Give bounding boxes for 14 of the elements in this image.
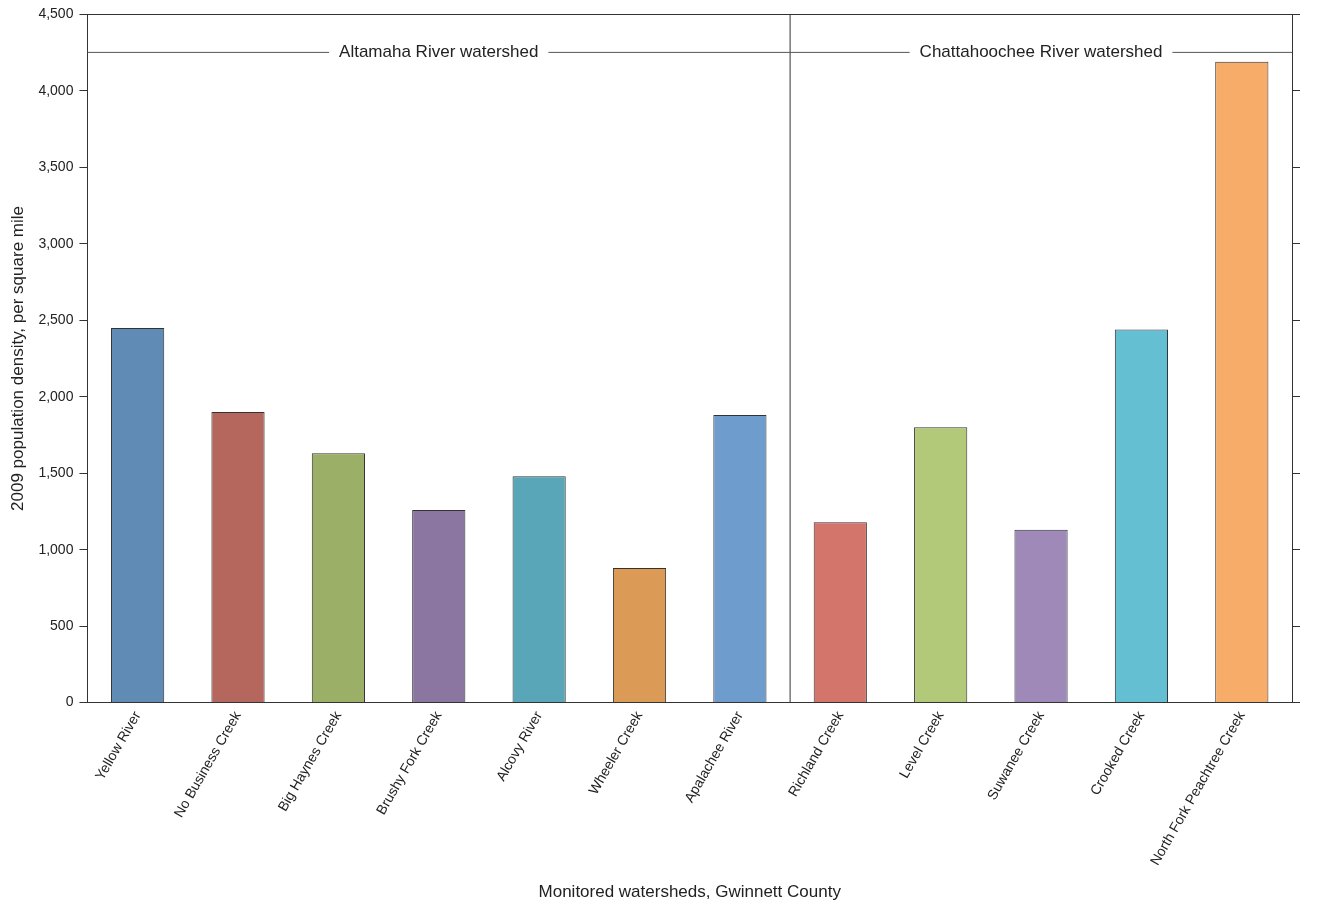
y-tick-label: 3,500 <box>38 158 74 175</box>
y-axis-title: 2009 population density, per square mile <box>7 206 27 511</box>
y-tick-label: 2,000 <box>38 387 74 404</box>
y-tick-label: 3,000 <box>38 234 74 251</box>
y-tick-label: 4,500 <box>38 5 74 22</box>
y-tick-label: 1,000 <box>38 540 74 557</box>
y-tick-label: 500 <box>50 616 74 633</box>
annotation: Altamaha River watershed <box>339 42 539 62</box>
y-tick-label: 1,500 <box>38 464 74 481</box>
y-tick-label: 4,000 <box>38 81 74 98</box>
y-tick-label: 2,500 <box>38 311 74 328</box>
x-axis-title: Monitored watersheds, Gwinnett County <box>538 882 842 902</box>
annotation: Chattahoochee River watershed <box>919 42 1163 62</box>
y-tick-label: 0 <box>65 693 74 710</box>
